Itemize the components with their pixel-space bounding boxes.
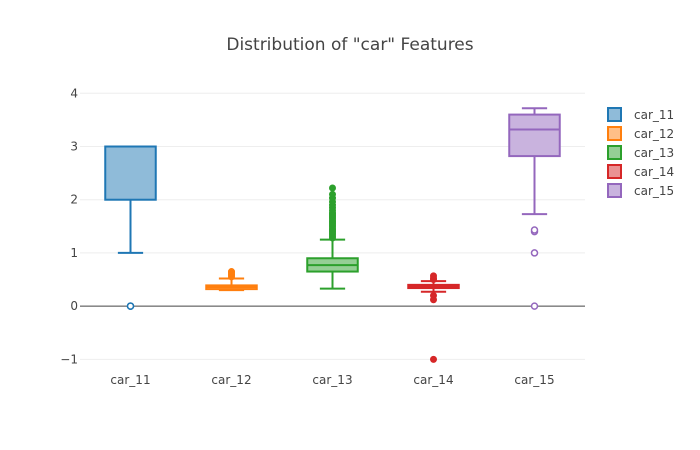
outlier-point (430, 292, 437, 300)
boxes (104, 107, 561, 363)
legend-label: car_14 (634, 165, 674, 179)
x-tick-label: car_12 (211, 373, 251, 387)
outlier-point (530, 249, 539, 257)
legend-swatch (607, 145, 622, 160)
x-tick-label: car_11 (110, 373, 150, 387)
box-car_15 (508, 107, 561, 310)
y-tick-label: 4 (70, 86, 78, 100)
legend-label: car_13 (634, 146, 674, 160)
outlier-point (430, 272, 437, 280)
x-axis: car_11 car_12 car_13 car_14 car_15 (110, 373, 554, 387)
y-tick-label: 3 (70, 140, 78, 154)
x-tick-label: car_13 (312, 373, 352, 387)
legend-item-car_11[interactable]: car_11 (607, 107, 674, 122)
box-car_13 (306, 184, 359, 290)
legend[interactable]: car_11 car_12 car_13 car_14 car_15 (607, 107, 674, 198)
legend-item-car_13[interactable]: car_13 (607, 145, 674, 160)
y-tick-label: 1 (70, 246, 78, 260)
legend-swatch (607, 164, 622, 179)
y-axis: −1 0 1 2 3 4 (60, 86, 78, 366)
outlier-point (329, 190, 336, 198)
y-tick-label: 0 (70, 299, 78, 313)
chart-title: Distribution of "car" Features (226, 35, 473, 55)
legend-item-car_14[interactable]: car_14 (607, 164, 674, 179)
box-car_12 (205, 268, 258, 292)
outlier-point (530, 226, 539, 234)
legend-swatch (607, 126, 622, 141)
legend-swatch (607, 183, 622, 198)
box-car_14 (407, 272, 460, 363)
box-iqr (508, 113, 561, 158)
x-tick-label: car_15 (514, 373, 554, 387)
outlier-point (329, 184, 336, 192)
legend-label: car_11 (634, 108, 674, 122)
legend-label: car_15 (634, 184, 674, 198)
y-tick-label: 2 (70, 193, 78, 207)
legend-swatch (607, 107, 622, 122)
legend-item-car_12[interactable]: car_12 (607, 126, 674, 141)
legend-item-car_15[interactable]: car_15 (607, 183, 674, 198)
box-iqr (104, 145, 157, 201)
y-tick-label: −1 (60, 352, 78, 366)
legend-label: car_12 (634, 127, 674, 141)
outlier-point (126, 302, 135, 310)
box-car_11 (104, 145, 157, 310)
outlier-point (228, 268, 235, 276)
outlier-point (530, 302, 539, 310)
x-tick-label: car_14 (413, 373, 453, 387)
outlier-point (430, 355, 437, 363)
